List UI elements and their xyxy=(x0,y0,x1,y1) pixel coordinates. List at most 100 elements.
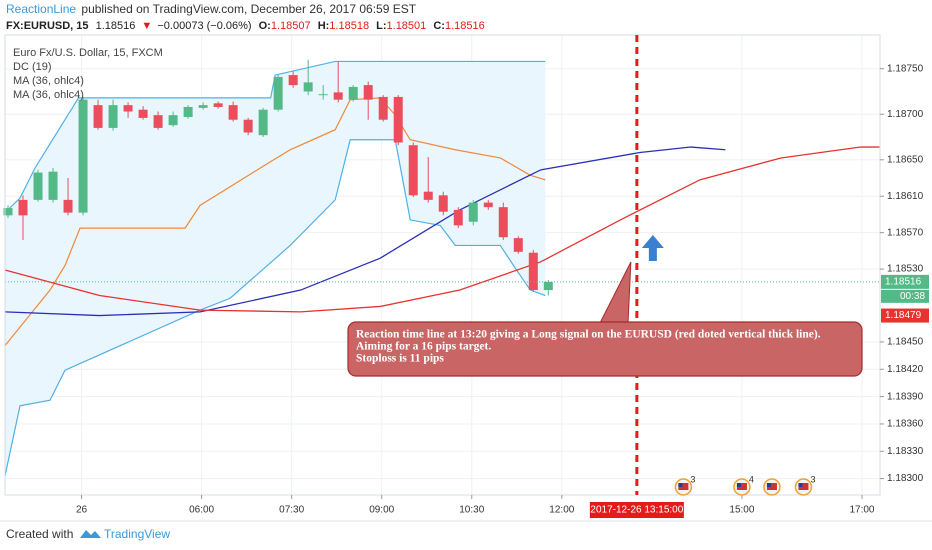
event-flag xyxy=(766,483,777,490)
moving-average xyxy=(4,146,726,317)
event-count: 3 xyxy=(690,474,695,484)
candle-body xyxy=(333,92,343,100)
candle-body xyxy=(18,199,28,216)
candle-body xyxy=(363,85,373,100)
legend-entry: MA (36, ohlc4) xyxy=(13,75,84,87)
legend-title: Euro Fx/U.S. Dollar, 15, FXCM xyxy=(13,47,163,59)
event-flag-canton xyxy=(766,483,771,487)
x-tick-label: 07:30 xyxy=(279,505,304,516)
candle-body xyxy=(108,105,118,128)
candle-body xyxy=(438,195,448,212)
y-tick-label: 1.18330 xyxy=(887,446,924,457)
annotation-line: Aiming for a 16 pips target. xyxy=(356,341,491,353)
ohlc-value: 1.18518 xyxy=(329,20,369,32)
candle-body xyxy=(408,145,418,196)
event-flag-canton xyxy=(678,483,683,487)
candle-body xyxy=(513,238,523,252)
candle-body xyxy=(228,105,238,120)
plot-border xyxy=(4,34,881,496)
dc-lower xyxy=(4,139,546,476)
tradingview-logo xyxy=(80,530,101,538)
event-count: 4 xyxy=(749,474,754,484)
x-tick-label: 06:00 xyxy=(189,505,214,516)
x-tick-label: 10:30 xyxy=(459,505,484,516)
ohlc-key: C: xyxy=(433,20,445,32)
candle-body xyxy=(138,109,148,118)
dc-upper xyxy=(4,60,546,214)
ohlc-key: H: xyxy=(318,20,330,32)
footer-brand[interactable]: TradingView xyxy=(104,527,170,541)
price-label: 1.18516 xyxy=(885,276,922,287)
ohlc-key: O: xyxy=(259,20,271,32)
price-label: 1.18479 xyxy=(885,310,922,321)
candle-body xyxy=(123,105,133,112)
candle-body xyxy=(213,103,223,107)
candle-body xyxy=(528,252,538,291)
y-tick-label: 1.18530 xyxy=(887,264,924,275)
plot-area xyxy=(3,35,880,495)
y-tick-label: 1.18300 xyxy=(887,473,924,484)
candle-body xyxy=(483,202,493,208)
annotation-line: Reaction time line at 13:20 giving a Lon… xyxy=(356,329,821,341)
ohlc-value: 1.18501 xyxy=(387,20,427,32)
x-tick-label: 12:00 xyxy=(549,505,574,516)
x-tick-label: 26 xyxy=(76,505,88,516)
annotation-box xyxy=(347,321,863,377)
published: published on TradingView.com, December 2… xyxy=(81,2,416,16)
y-tick-label: 1.18610 xyxy=(887,191,924,202)
event-flag xyxy=(736,483,747,490)
direction: ▼ xyxy=(141,20,152,32)
candle-body xyxy=(183,106,193,117)
candle-body xyxy=(33,172,43,200)
countdown: 00:38 xyxy=(900,291,925,302)
y-tick-label: 1.18700 xyxy=(887,109,924,120)
y-tick-label: 1.18420 xyxy=(887,364,924,375)
y-tick-label: 1.18390 xyxy=(887,391,924,402)
event-flag xyxy=(798,483,809,490)
y-tick-label: 1.18450 xyxy=(887,337,924,348)
candle-body xyxy=(468,202,478,222)
price-label-box xyxy=(881,308,929,323)
candle-body xyxy=(273,76,283,110)
candle-body xyxy=(48,171,58,200)
footer-created: Created with xyxy=(6,527,73,541)
price-label-box xyxy=(881,274,929,289)
y-tick-label: 1.18650 xyxy=(887,154,924,165)
y-tick-label: 1.18750 xyxy=(887,63,924,74)
symbol: FX:EURUSD, 15 xyxy=(6,20,89,32)
candle-body xyxy=(378,96,388,120)
annotation-line: Stoploss is 11 pips xyxy=(356,353,444,365)
ohlc-key: L: xyxy=(376,20,386,32)
author[interactable]: ReactionLine xyxy=(6,2,76,16)
candle-body xyxy=(153,115,163,128)
candle-body xyxy=(198,105,208,108)
candle-body xyxy=(348,86,358,100)
signal-arrow xyxy=(641,235,664,261)
legend-entry: MA (36, ohlc4) xyxy=(13,89,84,101)
x-tick-label: 15:00 xyxy=(729,505,754,516)
candle-body xyxy=(3,208,13,216)
moving-average xyxy=(4,146,880,313)
candle-body xyxy=(288,75,298,86)
candle-body xyxy=(243,119,253,133)
legend-entry: DC (19) xyxy=(13,61,52,73)
candle-body xyxy=(498,207,508,238)
time-label-box xyxy=(589,502,684,518)
change: −0.00073 (−0.06%) xyxy=(157,20,251,32)
dc-basis xyxy=(4,97,546,346)
candle-body xyxy=(93,105,103,128)
ohlc-value: 1.18507 xyxy=(271,20,311,32)
x-tick-label: 17:00 xyxy=(849,505,874,516)
ohlc-value: 1.18516 xyxy=(445,20,485,32)
event-flag-canton xyxy=(798,483,803,487)
countdown-box xyxy=(881,289,929,303)
candle-body xyxy=(258,109,268,136)
candle-body xyxy=(318,94,328,96)
y-tick-label: 1.18570 xyxy=(887,227,924,238)
candle-body xyxy=(453,209,463,226)
candle-body xyxy=(78,99,88,213)
time-label: 2017-12-26 13:15:00 xyxy=(590,505,683,516)
x-tick-label: 09:00 xyxy=(369,505,394,516)
